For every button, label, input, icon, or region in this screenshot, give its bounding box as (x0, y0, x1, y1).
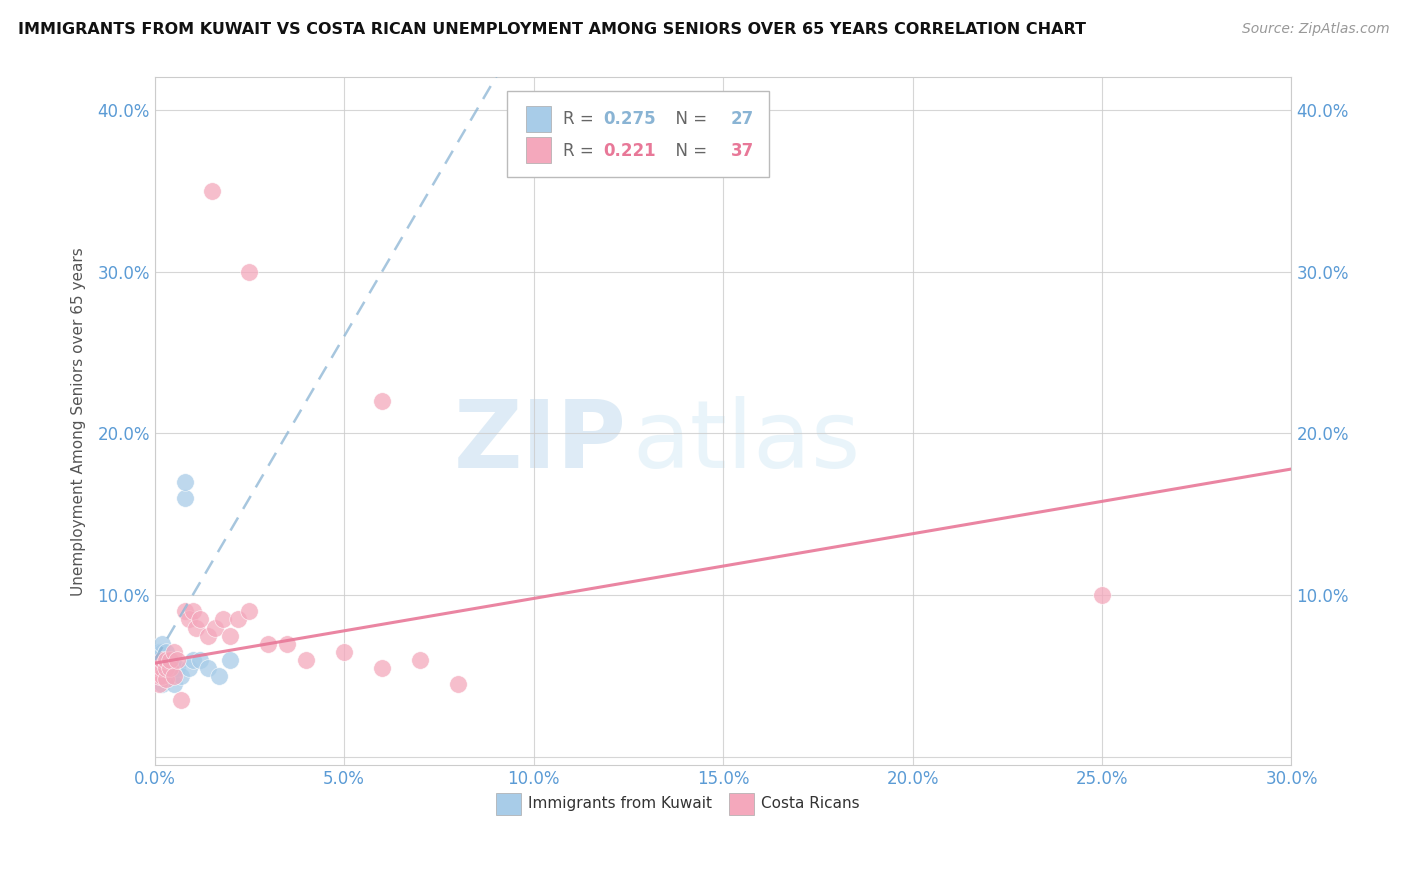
Point (186, 621, 208, 635)
Point (200, 184, 222, 198)
Point (159, 669, 181, 683)
Point (163, 645, 186, 659)
Point (174, 604, 197, 618)
Text: Source: ZipAtlas.com: Source: ZipAtlas.com (1241, 22, 1389, 37)
Point (148, 653, 170, 667)
Point (371, 394, 394, 409)
Point (148, 661, 170, 675)
FancyBboxPatch shape (508, 91, 769, 178)
Point (148, 669, 170, 683)
FancyBboxPatch shape (728, 793, 754, 814)
Point (159, 653, 181, 667)
FancyBboxPatch shape (526, 106, 551, 132)
Point (163, 661, 186, 675)
Point (371, 661, 394, 675)
Point (150, 645, 173, 659)
Y-axis label: Unemployment Among Seniors over 65 years: Unemployment Among Seniors over 65 years (72, 247, 86, 596)
Point (148, 669, 170, 683)
Point (181, 653, 204, 667)
Text: 0.275: 0.275 (603, 111, 657, 128)
Point (208, 669, 231, 683)
Point (238, 264, 260, 278)
Text: Costa Ricans: Costa Ricans (761, 797, 859, 811)
FancyBboxPatch shape (526, 137, 551, 163)
Point (409, 653, 432, 667)
Point (159, 661, 181, 675)
Point (150, 637, 173, 651)
Point (150, 677, 173, 691)
Point (166, 653, 188, 667)
Text: IMMIGRANTS FROM KUWAIT VS COSTA RICAN UNEMPLOYMENT AMONG SENIORS OVER 65 YEARS C: IMMIGRANTS FROM KUWAIT VS COSTA RICAN UN… (18, 22, 1087, 37)
Text: 0.221: 0.221 (603, 142, 657, 160)
Point (148, 645, 170, 659)
Point (155, 661, 177, 675)
Point (181, 604, 204, 618)
Text: Immigrants from Kuwait: Immigrants from Kuwait (527, 797, 711, 811)
Point (1091, 588, 1114, 602)
Point (148, 661, 170, 675)
Point (155, 673, 177, 687)
Point (197, 661, 219, 675)
Point (197, 629, 219, 643)
Point (150, 661, 173, 675)
Point (219, 653, 242, 667)
FancyBboxPatch shape (496, 793, 520, 814)
Point (174, 491, 197, 505)
Text: N =: N = (665, 142, 713, 160)
Point (150, 653, 173, 667)
Point (177, 612, 200, 626)
Text: atlas: atlas (633, 396, 860, 488)
Text: 27: 27 (731, 111, 754, 128)
Text: ZIP: ZIP (454, 396, 627, 488)
Point (238, 604, 260, 618)
Point (166, 661, 188, 675)
Point (150, 669, 173, 683)
Text: 37: 37 (731, 142, 754, 160)
Point (148, 677, 170, 691)
Point (163, 669, 186, 683)
Point (295, 653, 318, 667)
Point (226, 612, 249, 626)
Point (150, 661, 173, 675)
Point (174, 475, 197, 489)
Point (188, 612, 211, 626)
Point (159, 653, 181, 667)
Point (155, 661, 177, 675)
Text: R =: R = (562, 142, 599, 160)
Point (188, 653, 211, 667)
Point (177, 661, 200, 675)
Point (333, 645, 356, 659)
Point (257, 637, 280, 651)
Point (447, 677, 470, 691)
Point (212, 612, 235, 626)
Point (170, 669, 193, 683)
Point (204, 621, 226, 635)
Point (155, 645, 177, 659)
Point (155, 653, 177, 667)
Point (155, 653, 177, 667)
Text: R =: R = (562, 111, 599, 128)
Point (170, 693, 193, 707)
Point (150, 653, 173, 667)
Text: N =: N = (665, 111, 713, 128)
Point (155, 673, 177, 687)
Point (276, 637, 298, 651)
Point (219, 629, 242, 643)
Point (163, 677, 186, 691)
